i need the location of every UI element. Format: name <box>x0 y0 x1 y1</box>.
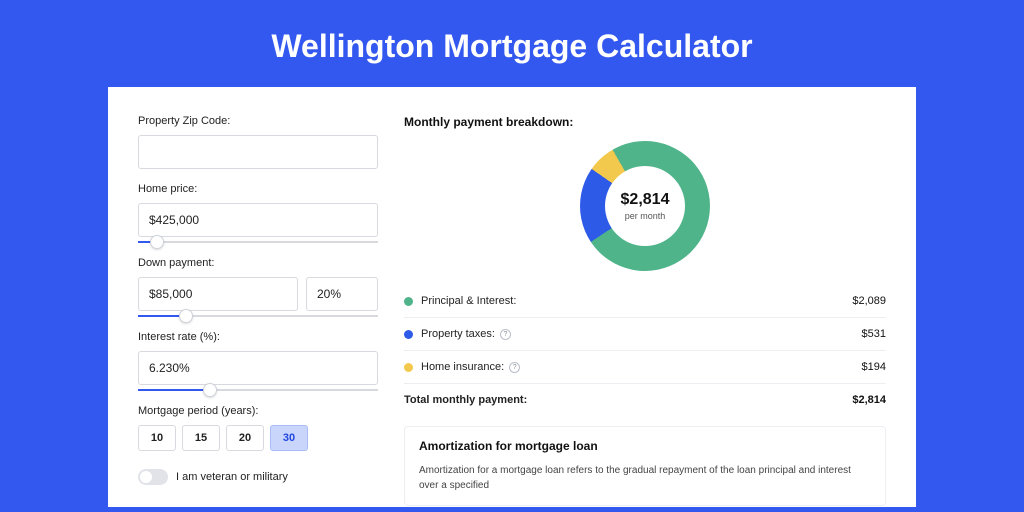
veteran-row: I am veteran or military <box>138 469 378 485</box>
amortization-title: Amortization for mortgage loan <box>419 439 871 453</box>
zip-field: Property Zip Code: <box>138 115 378 169</box>
interest-rate-slider-fill <box>138 389 210 391</box>
info-icon[interactable]: ? <box>509 362 520 373</box>
header-band: Property Zip Code: Home price: Down paym… <box>108 87 916 507</box>
period-option-30[interactable]: 30 <box>270 425 308 451</box>
interest-rate-slider-thumb[interactable] <box>203 383 217 397</box>
period-option-20[interactable]: 20 <box>226 425 264 451</box>
breakdown-panel: Monthly payment breakdown: $2,814 per mo… <box>404 115 886 507</box>
down-payment-label: Down payment: <box>138 257 378 269</box>
home-price-slider-thumb[interactable] <box>150 235 164 249</box>
amortization-box: Amortization for mortgage loan Amortizat… <box>404 426 886 506</box>
legend-value-total: $2,814 <box>852 394 886 406</box>
donut-amount: $2,814 <box>621 191 670 209</box>
down-payment-field: Down payment: <box>138 257 378 317</box>
veteran-toggle-knob <box>140 471 152 483</box>
home-price-label: Home price: <box>138 183 378 195</box>
down-payment-slider-thumb[interactable] <box>179 309 193 323</box>
form-panel: Property Zip Code: Home price: Down paym… <box>138 115 378 507</box>
legend-dot-pi <box>404 297 413 306</box>
home-price-input[interactable] <box>138 203 378 237</box>
legend-row-tax: Property taxes:?$531 <box>404 318 886 351</box>
period-option-10[interactable]: 10 <box>138 425 176 451</box>
legend-label-ins: Home insurance:? <box>421 361 862 373</box>
donut-center: $2,814 per month <box>605 166 685 246</box>
veteran-toggle[interactable] <box>138 469 168 485</box>
legend-value-tax: $531 <box>862 328 886 340</box>
period-option-15[interactable]: 15 <box>182 425 220 451</box>
amortization-body: Amortization for a mortgage loan refers … <box>419 463 871 493</box>
legend-dot-ins <box>404 363 413 372</box>
mortgage-period-label: Mortgage period (years): <box>138 405 378 417</box>
breakdown-title: Monthly payment breakdown: <box>404 115 886 129</box>
legend-value-pi: $2,089 <box>852 295 886 307</box>
legend-label-total: Total monthly payment: <box>404 394 852 406</box>
veteran-label: I am veteran or military <box>176 471 288 483</box>
home-price-field: Home price: <box>138 183 378 243</box>
home-price-slider[interactable] <box>138 241 378 243</box>
down-payment-pct-input[interactable] <box>306 277 378 311</box>
legend-value-ins: $194 <box>862 361 886 373</box>
page-title: Wellington Mortgage Calculator <box>0 0 1024 87</box>
zip-input[interactable] <box>138 135 378 169</box>
info-icon[interactable]: ? <box>500 329 511 340</box>
legend-label-pi: Principal & Interest: <box>421 295 852 307</box>
down-payment-input[interactable] <box>138 277 298 311</box>
legend-label-tax: Property taxes:? <box>421 328 862 340</box>
legend-row-ins: Home insurance:?$194 <box>404 351 886 384</box>
interest-rate-slider[interactable] <box>138 389 378 391</box>
down-payment-slider[interactable] <box>138 315 378 317</box>
legend: Principal & Interest:$2,089Property taxe… <box>404 285 886 416</box>
donut-sub: per month <box>625 211 666 221</box>
interest-rate-label: Interest rate (%): <box>138 331 378 343</box>
legend-row-total: Total monthly payment:$2,814 <box>404 384 886 416</box>
zip-label: Property Zip Code: <box>138 115 378 127</box>
calculator-card: Property Zip Code: Home price: Down paym… <box>108 87 916 507</box>
interest-rate-field: Interest rate (%): <box>138 331 378 391</box>
donut-chart: $2,814 per month <box>404 141 886 271</box>
mortgage-period-options: 10152030 <box>138 425 378 451</box>
legend-row-pi: Principal & Interest:$2,089 <box>404 285 886 318</box>
interest-rate-input[interactable] <box>138 351 378 385</box>
mortgage-period-field: Mortgage period (years): 10152030 <box>138 405 378 451</box>
legend-dot-tax <box>404 330 413 339</box>
